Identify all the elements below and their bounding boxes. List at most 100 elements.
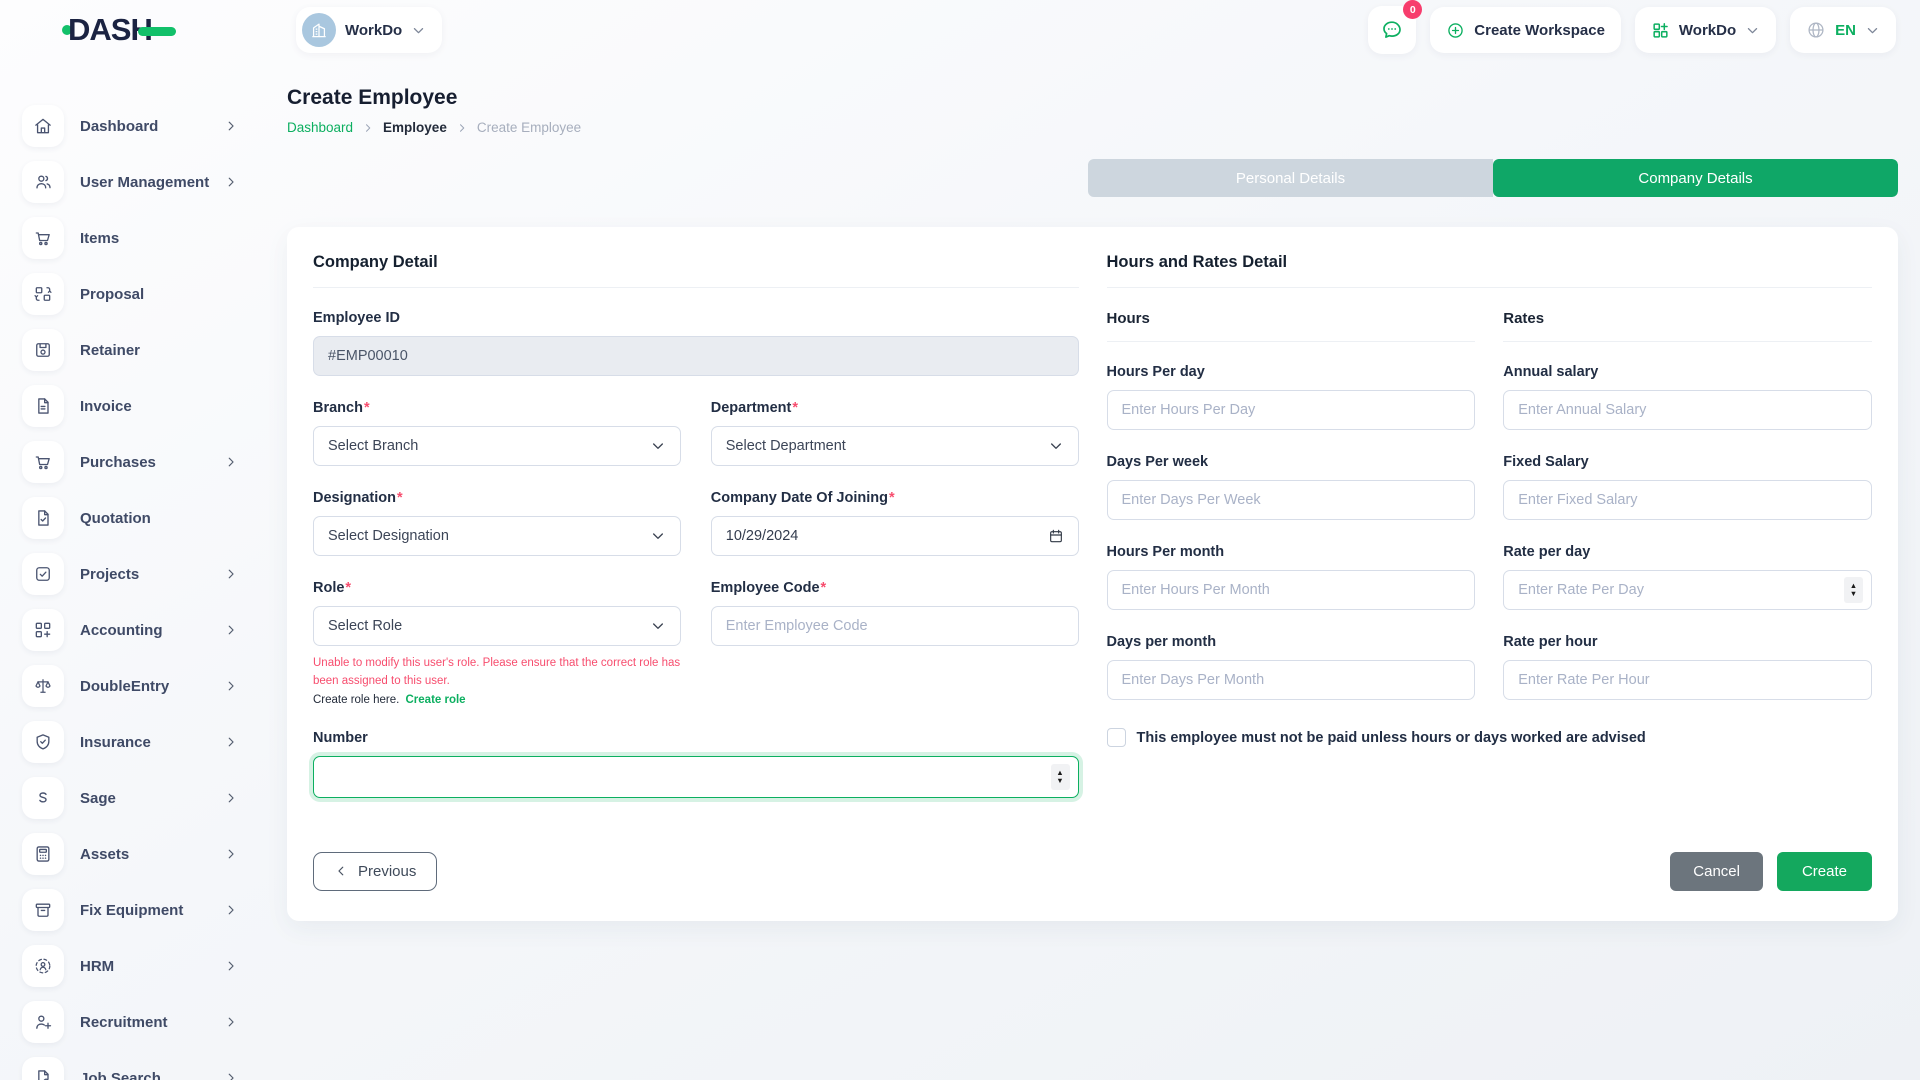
employee-code-field: Employee Code* xyxy=(710,580,1079,706)
no-pay-checkbox[interactable] xyxy=(1106,728,1126,747)
sidebar-item-label: Assets xyxy=(80,845,130,863)
designation-select[interactable]: Select Designation xyxy=(313,516,681,556)
role-select[interactable]: Select Role xyxy=(313,606,681,646)
sidebar-item-label: HRM xyxy=(80,957,115,975)
shield-icon xyxy=(22,721,64,763)
sidebar-item-hrm[interactable]: HRM xyxy=(22,938,244,994)
days-per-week-input[interactable] xyxy=(1106,480,1476,520)
building-icon xyxy=(302,13,336,47)
previous-button[interactable]: Previous xyxy=(313,851,438,891)
workdo-menu-label: WorkDo xyxy=(1678,21,1737,39)
branch-select[interactable]: Select Branch xyxy=(313,426,681,466)
quotation-icon xyxy=(22,497,64,539)
days-per-month-input[interactable] xyxy=(1106,660,1476,700)
sidebar-item-recruitment[interactable]: Recruitment xyxy=(22,994,244,1050)
topbar-actions: 0 Create Workspace WorkDo EN xyxy=(1368,0,1896,54)
hours-heading: Hours xyxy=(1106,310,1476,342)
sidebar-item-fix-equipment[interactable]: Fix Equipment xyxy=(22,882,244,938)
sidebar-item-sage[interactable]: Sage xyxy=(22,770,244,826)
tab-personal-details[interactable]: Personal Details xyxy=(1088,159,1493,197)
tab-company-details[interactable]: Company Details xyxy=(1493,159,1898,197)
home-icon xyxy=(22,105,64,147)
breadcrumb-current: Create Employee xyxy=(476,120,582,135)
projects-icon xyxy=(22,553,64,595)
required-marker: * xyxy=(889,490,895,506)
chevron-down-icon xyxy=(1745,23,1760,38)
chevron-right-icon xyxy=(224,679,238,693)
field-label: Department xyxy=(710,400,792,416)
chevron-right-icon xyxy=(224,1071,238,1080)
fixed-salary-field: Fixed Salary xyxy=(1503,454,1872,520)
sidebar-item-projects[interactable]: Projects xyxy=(22,546,244,602)
annual-salary-input[interactable] xyxy=(1503,390,1872,430)
workdo-menu-button[interactable]: WorkDo xyxy=(1634,7,1777,53)
sidebar-item-accounting[interactable]: Accounting xyxy=(22,602,244,658)
required-marker: * xyxy=(363,400,370,416)
required-marker: * xyxy=(792,400,798,416)
chevron-down-icon xyxy=(1048,438,1064,454)
sidebar-item-items[interactable]: Items xyxy=(22,210,244,266)
sidebar-item-retainer[interactable]: Retainer xyxy=(22,322,244,378)
create-button[interactable]: Create xyxy=(1776,851,1872,891)
number-spinner[interactable]: ▲ ▼ xyxy=(1050,763,1070,790)
sidebar-item-job-search[interactable]: Job Search xyxy=(22,1050,244,1080)
hours-per-day-input[interactable] xyxy=(1106,390,1476,430)
number-input[interactable] xyxy=(313,755,1079,798)
days-per-month-field: Days per month xyxy=(1106,634,1476,700)
sidebar-item-label: Retainer xyxy=(80,341,141,359)
field-label: Company Date Of Joining xyxy=(710,490,888,506)
annual-salary-field: Annual salary xyxy=(1503,364,1872,430)
field-label: Annual salary xyxy=(1503,364,1599,380)
sidebar-item-proposal[interactable]: Proposal xyxy=(22,266,244,322)
breadcrumb-employee[interactable]: Employee xyxy=(383,120,447,135)
rate-per-day-spinner[interactable]: ▲ ▼ xyxy=(1844,577,1863,603)
sidebar-item-invoice[interactable]: Invoice xyxy=(22,378,244,434)
field-label: Days Per week xyxy=(1106,454,1209,470)
sidebar-item-insurance[interactable]: Insurance xyxy=(22,714,244,770)
chevron-right-icon xyxy=(362,122,374,134)
cancel-button[interactable]: Cancel xyxy=(1670,851,1763,891)
role-warning-text: Unable to modify this user's role. Pleas… xyxy=(313,657,681,687)
rate-per-hour-field: Rate per hour xyxy=(1503,634,1872,700)
cart-icon xyxy=(22,441,64,483)
breadcrumb-dashboard[interactable]: Dashboard xyxy=(287,120,354,135)
sidebar-item-dashboard[interactable]: Dashboard xyxy=(22,98,244,154)
rate-per-hour-input[interactable] xyxy=(1503,660,1872,700)
letter-s-icon xyxy=(22,777,64,819)
create-workspace-button[interactable]: Create Workspace xyxy=(1430,7,1621,53)
hours-per-month-input[interactable] xyxy=(1106,570,1476,610)
number-field: Number ▲ ▼ xyxy=(313,730,1079,798)
fixed-salary-input[interactable] xyxy=(1503,480,1872,520)
sidebar-item-label: Invoice xyxy=(80,397,132,415)
sidebar-item-label: Dashboard xyxy=(80,117,159,135)
days-per-week-field: Days Per week xyxy=(1106,454,1476,520)
messages-button[interactable]: 0 xyxy=(1368,0,1423,54)
branch-field: Branch* Select Branch xyxy=(313,400,681,466)
role-helper-text: Create role here. xyxy=(313,693,400,706)
employee-code-input[interactable] xyxy=(710,606,1079,646)
hrm-icon xyxy=(22,945,64,987)
field-label: Days per month xyxy=(1106,634,1217,650)
sidebar-item-doubleentry[interactable]: DoubleEntry xyxy=(22,658,244,714)
sidebar-item-label: Projects xyxy=(80,565,140,583)
save-icon xyxy=(22,329,64,371)
main-content: Create Employee Dashboard Employee Creat… xyxy=(258,60,1920,1080)
sidebar-item-user-management[interactable]: User Management xyxy=(22,154,244,210)
department-select[interactable]: Select Department xyxy=(710,426,1079,466)
field-label: Hours Per month xyxy=(1106,544,1225,560)
proposal-icon xyxy=(22,273,64,315)
sidebar-item-purchases[interactable]: Purchases xyxy=(22,434,244,490)
field-label: Number xyxy=(313,729,368,746)
language-selector[interactable]: EN xyxy=(1790,7,1896,53)
sidebar-item-quotation[interactable]: Quotation xyxy=(22,490,244,546)
workspace-selector[interactable]: WorkDo xyxy=(296,7,443,53)
workspace-name: WorkDo xyxy=(345,21,403,39)
sidebar-item-label: User Management xyxy=(80,173,210,191)
field-label: Employee Code xyxy=(710,580,820,596)
required-marker: * xyxy=(396,490,403,506)
sidebar-item-assets[interactable]: Assets xyxy=(22,826,244,882)
create-role-link[interactable]: Create role xyxy=(405,693,466,706)
sidebar-item-label: Recruitment xyxy=(80,1013,168,1031)
rate-per-day-input[interactable] xyxy=(1503,570,1872,610)
date-of-joining-input[interactable]: 10/29/2024 xyxy=(710,516,1079,556)
